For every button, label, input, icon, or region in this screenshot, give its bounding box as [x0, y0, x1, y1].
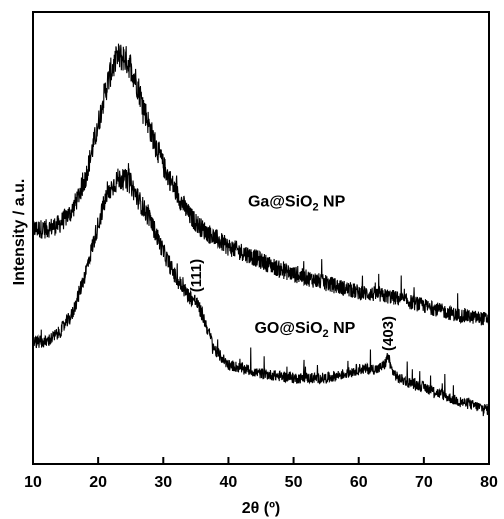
series-label-base: GO@SiO	[254, 320, 322, 337]
peak-annotation: (111)	[188, 259, 205, 292]
x-axis-label: 2θ (º)	[242, 500, 281, 517]
series-line-1	[32, 43, 490, 326]
x-tick-label: 50	[285, 474, 303, 491]
x-tick-label: 20	[89, 474, 107, 491]
x-tick-label: 70	[415, 474, 433, 491]
peak-annotations: (111) (403)	[188, 259, 397, 351]
series-label-2: GO@SiO2 NP	[254, 320, 355, 340]
peak-annotation: (403)	[380, 316, 397, 351]
series-label-tail: NP	[329, 320, 356, 337]
x-tick-label: 10	[24, 474, 42, 491]
x-tick-label: 30	[154, 474, 172, 491]
x-tick-label: 60	[350, 474, 368, 491]
plot-frame	[32, 11, 490, 465]
series-line-2	[32, 163, 490, 417]
series-label-base: Ga@SiO	[248, 193, 313, 210]
x-tick-label: 80	[480, 474, 498, 491]
x-tick-label: 40	[220, 474, 238, 491]
y-axis-label: Intensity / a.u.	[11, 179, 28, 286]
series-label-tail: NP	[319, 193, 346, 210]
series-layer	[32, 43, 490, 417]
x-axis: 10 20 30 40 50 60 70 80	[24, 457, 498, 491]
series-label-subscript: 2	[323, 328, 329, 340]
series-label-1: Ga@SiO2 NP	[248, 193, 346, 213]
series-label-subscript: 2	[312, 201, 318, 213]
